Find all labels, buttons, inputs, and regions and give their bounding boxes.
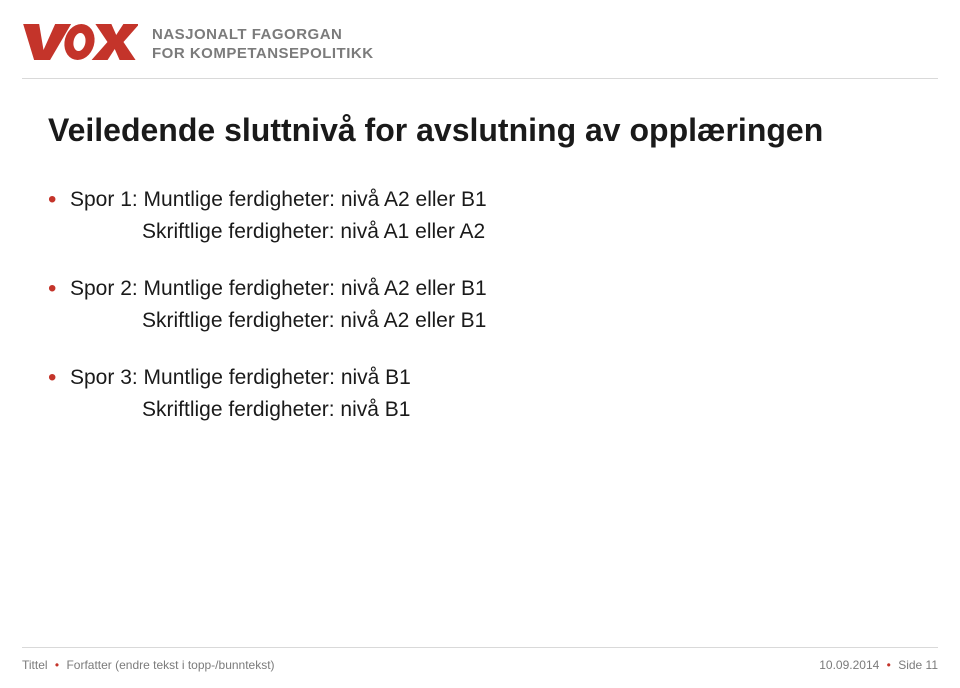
footer-page: Side 11 — [898, 658, 938, 672]
bullet-list: Spor 1: Muntlige ferdigheter: nivå A2 el… — [48, 184, 912, 425]
footer-right: 10.09.2014 • Side 11 — [819, 658, 938, 672]
logo: NASJONALT FAGORGAN FOR KOMPETANSEPOLITIK… — [22, 18, 374, 71]
list-item-main: Spor 2: Muntlige ferdigheter: nivå A2 el… — [70, 277, 487, 300]
list-item-sub: Skriftlige ferdigheter: nivå A1 eller A2 — [142, 216, 912, 248]
footer-title: Tittel — [22, 658, 48, 672]
logo-subtitle: NASJONALT FAGORGAN FOR KOMPETANSEPOLITIK… — [152, 26, 374, 64]
logo-mark — [22, 18, 138, 71]
list-item-sub: Skriftlige ferdigheter: nivå B1 — [142, 394, 912, 426]
list-item-main: Spor 1: Muntlige ferdigheter: nivå A2 el… — [70, 188, 487, 211]
footer-left: Tittel • Forfatter (endre tekst i topp-/… — [22, 658, 275, 672]
header-divider — [22, 78, 938, 79]
bullet-icon: • — [51, 658, 63, 672]
header: NASJONALT FAGORGAN FOR KOMPETANSEPOLITIK… — [0, 0, 960, 83]
vox-logo-icon — [22, 18, 138, 64]
content: Veiledende sluttnivå for avslutning av o… — [48, 110, 912, 451]
page-title: Veiledende sluttnivå for avslutning av o… — [48, 110, 912, 150]
logo-subtitle-line1: NASJONALT FAGORGAN — [152, 26, 374, 45]
list-item: Spor 3: Muntlige ferdigheter: nivå B1 Sk… — [48, 362, 912, 425]
logo-subtitle-line2: FOR KOMPETANSEPOLITIKK — [152, 45, 374, 64]
footer-date: 10.09.2014 — [819, 658, 879, 672]
footer-author: Forfatter (endre tekst i topp-/bunntekst… — [66, 658, 274, 672]
bullet-icon: • — [883, 658, 895, 672]
list-item-main: Spor 3: Muntlige ferdigheter: nivå B1 — [70, 366, 411, 389]
slide: NASJONALT FAGORGAN FOR KOMPETANSEPOLITIK… — [0, 0, 960, 688]
footer: Tittel • Forfatter (endre tekst i topp-/… — [22, 647, 938, 672]
list-item: Spor 1: Muntlige ferdigheter: nivå A2 el… — [48, 184, 912, 247]
list-item-sub: Skriftlige ferdigheter: nivå A2 eller B1 — [142, 305, 912, 337]
list-item: Spor 2: Muntlige ferdigheter: nivå A2 el… — [48, 273, 912, 336]
